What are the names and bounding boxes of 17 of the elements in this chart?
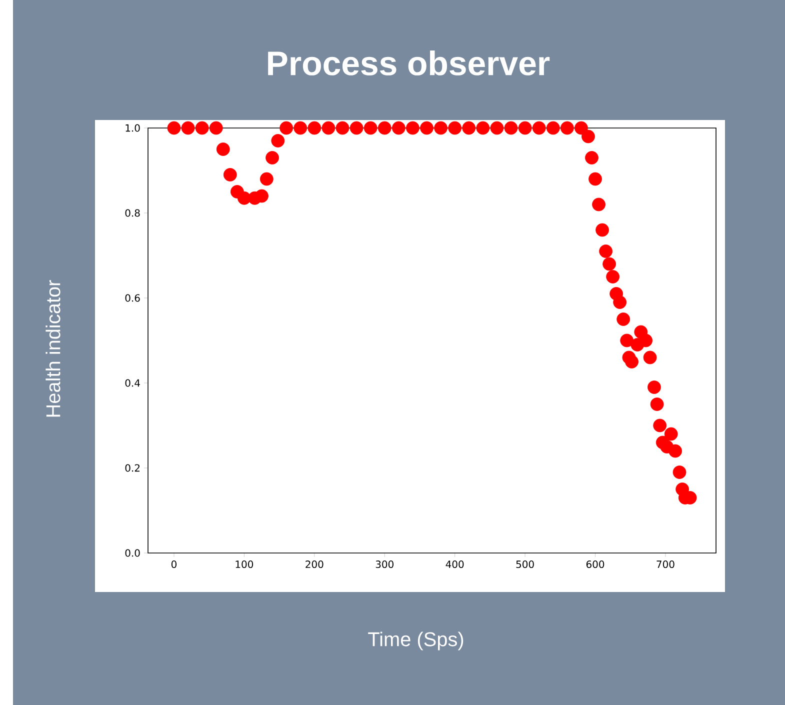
y-tick-label: 1.0 (126, 124, 140, 132)
y-tick-label: 0.2 (125, 464, 140, 472)
x-tick-label: 500 (516, 560, 534, 568)
y-tick-label: 0.6 (125, 294, 140, 302)
y-tick-label: 0.8 (125, 209, 140, 217)
y-axis-title: Health indicator (46, 280, 60, 417)
x-tick-label: 100 (236, 560, 254, 568)
x-tick-label: 0 (171, 560, 177, 568)
x-tick-label: 400 (446, 560, 464, 568)
x-tick-label: 700 (656, 560, 674, 568)
chart-title: Process observer (268, 50, 550, 76)
x-axis-title: Time (Sps) (368, 632, 464, 650)
x-tick-label: 300 (376, 560, 394, 568)
x-tick-label: 600 (586, 560, 604, 568)
y-tick-label: 0.0 (125, 549, 140, 557)
y-tick-label: 0.4 (125, 379, 140, 387)
x-tick-label: 200 (306, 560, 324, 568)
